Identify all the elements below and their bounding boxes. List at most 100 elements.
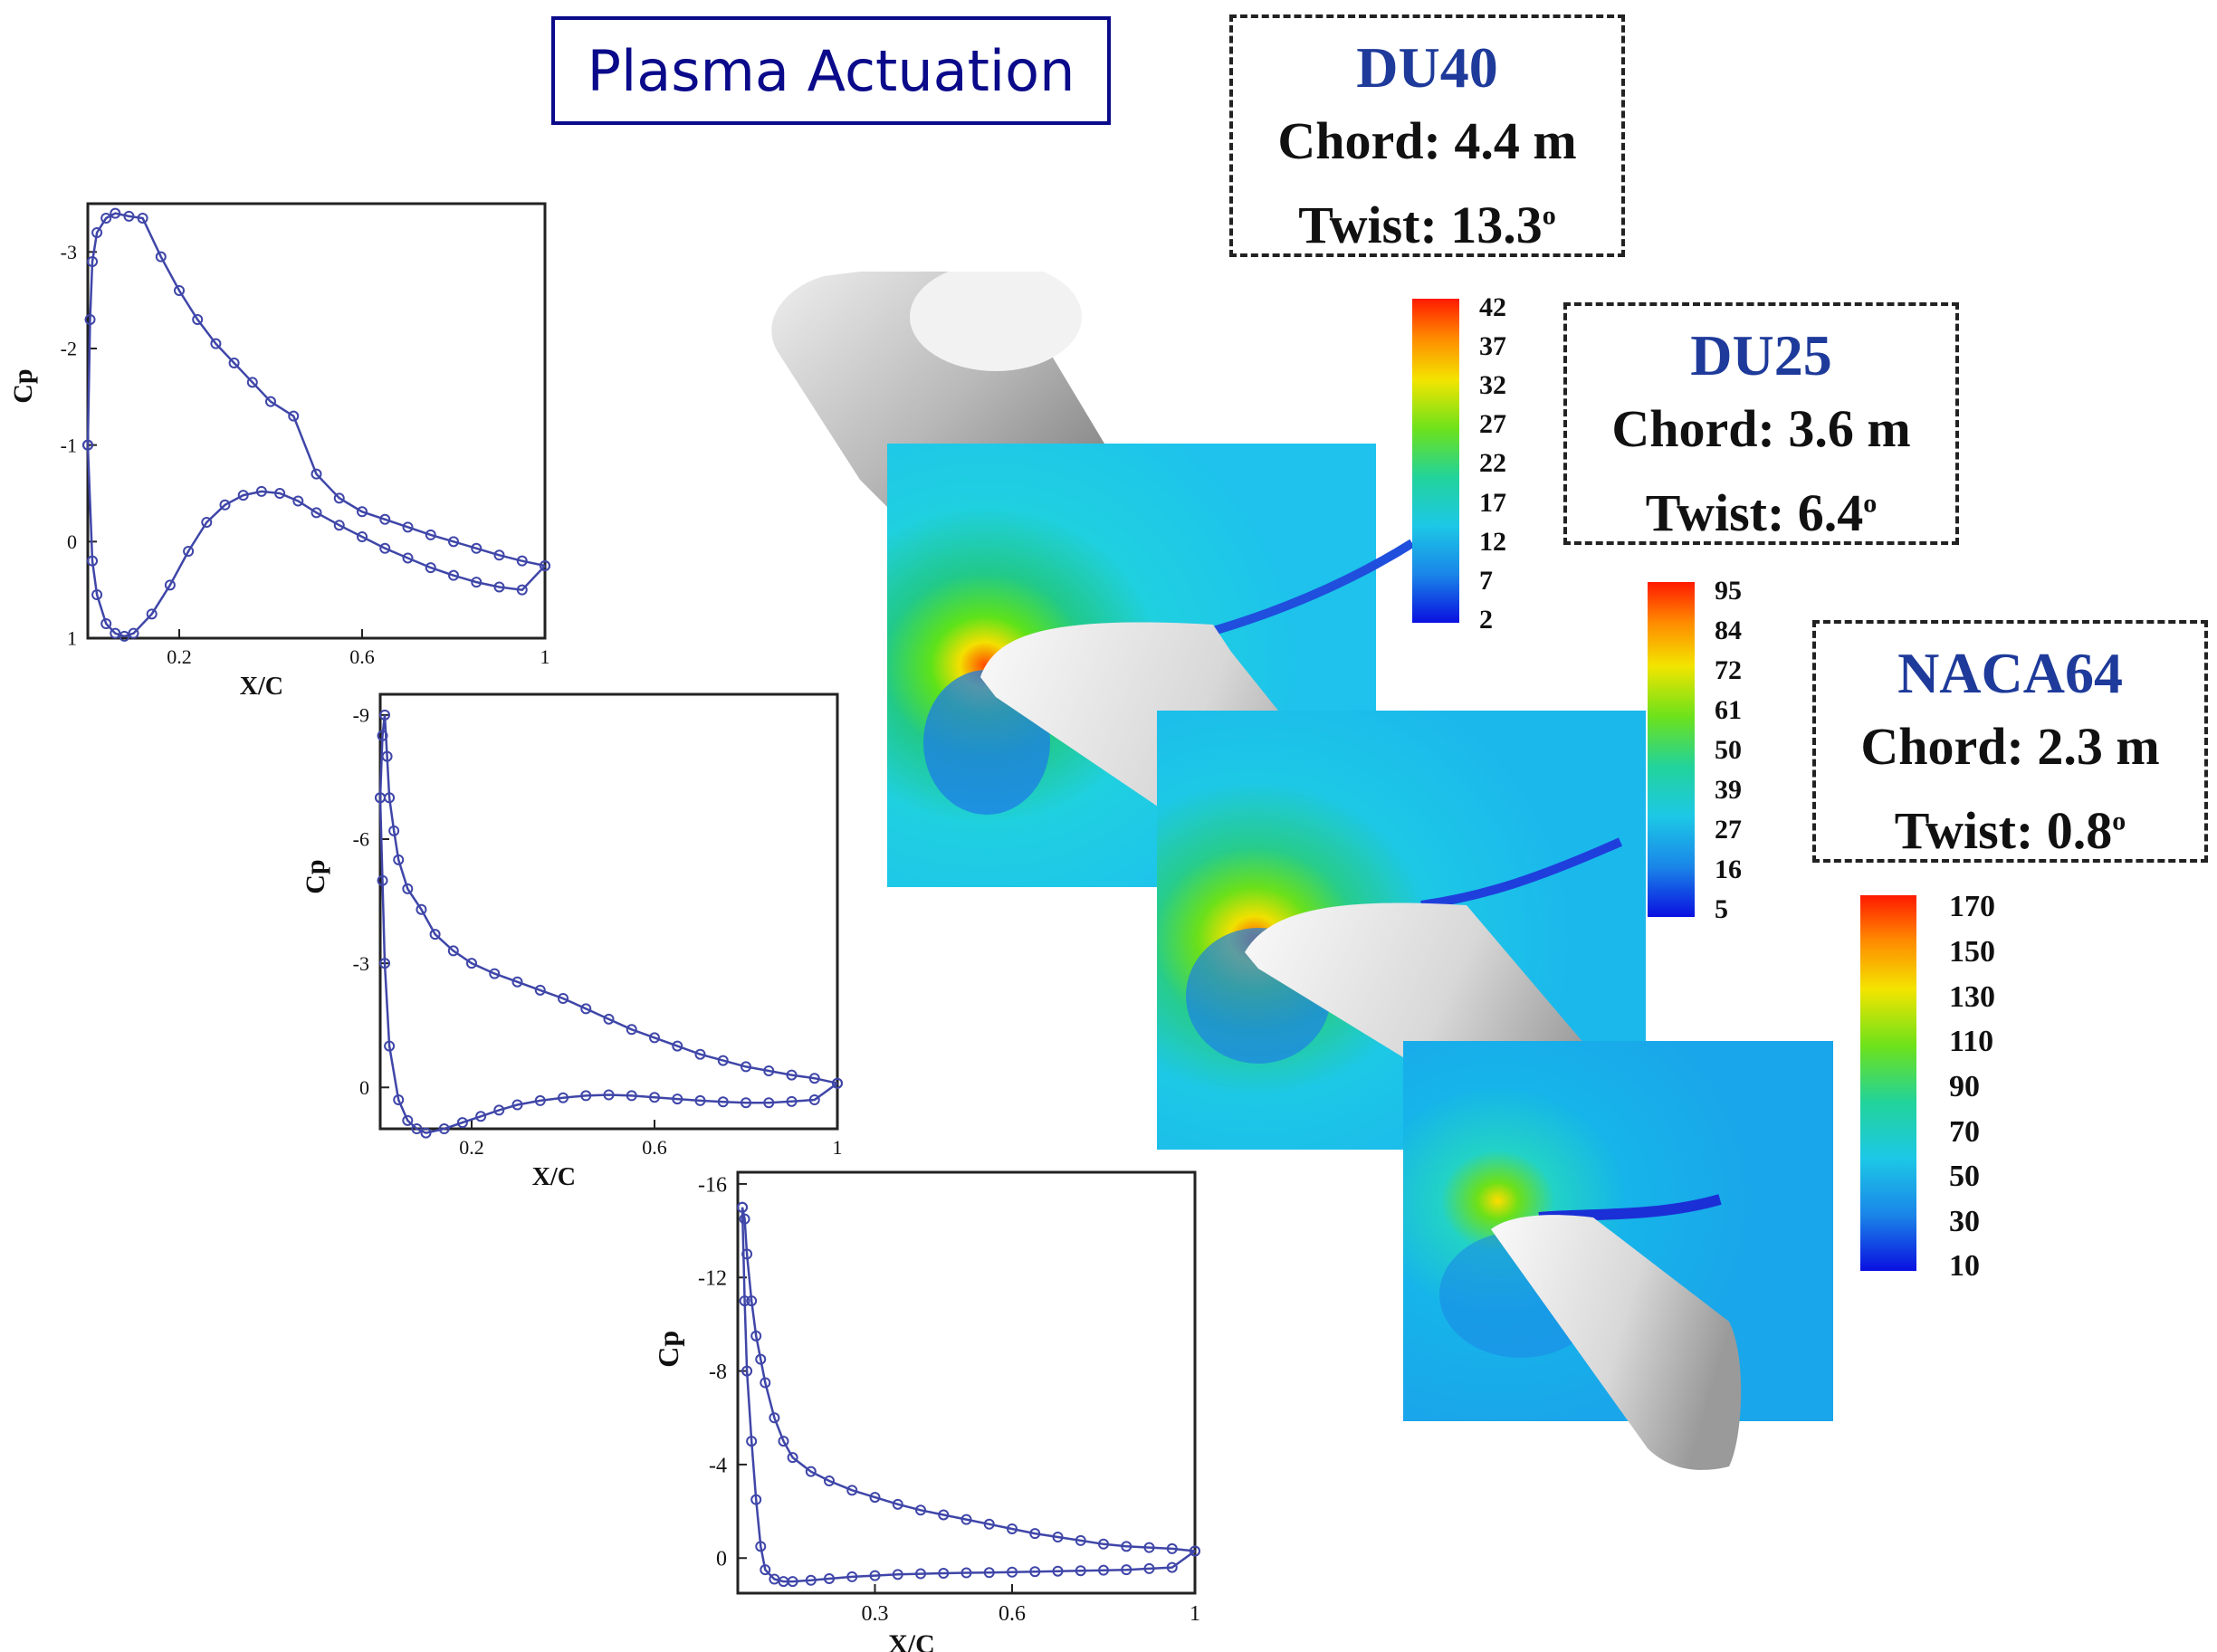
colorbar-strip [1648, 582, 1695, 917]
data-point [741, 1097, 751, 1109]
cp-plot-du25: 0.2 0.6 1 -9 -6 -3 0 X/C Cp [290, 674, 851, 1191]
title-text: Plasma Actuation [587, 37, 1075, 104]
y-tick-label: -6 [353, 828, 369, 851]
data-point [938, 1568, 950, 1580]
colorbar-tick: 39 [1715, 775, 1742, 805]
cp-curve [741, 1207, 1196, 1552]
data-point [82, 439, 93, 451]
y-tick-label: -3 [353, 952, 369, 975]
colorbar-tick: 16 [1715, 855, 1742, 884]
data-point [377, 874, 388, 886]
data-point [475, 1111, 487, 1122]
colorbar-tick: 27 [1715, 815, 1742, 845]
blade-scene [771, 272, 1833, 1470]
cp-curve [378, 714, 838, 1084]
data-point [311, 468, 322, 480]
plot-frame [86, 202, 547, 640]
data-point [164, 579, 176, 591]
data-point [393, 854, 405, 865]
colorbar-ticks: 42 37 32 27 22 17 12 7 2 [1479, 294, 1506, 635]
data-point [110, 207, 121, 219]
x-tick-label: 0.2 [167, 645, 192, 668]
data-point [402, 521, 414, 533]
colorbar-tick: 5 [1715, 894, 1728, 924]
data-point [516, 584, 528, 596]
data-point [760, 1564, 771, 1576]
section-box-naca64: NACA64 Chord: 2.3 m Twist: 0.8o [1812, 620, 2208, 863]
data-point [915, 1504, 926, 1516]
colorbar-ticks: 170 150 130 110 90 70 50 30 10 [1949, 891, 1995, 1283]
x-tick-label: 0.3 [862, 1602, 889, 1626]
data-point [448, 569, 459, 581]
data-point [456, 1117, 468, 1129]
data-point [805, 1574, 817, 1586]
colorbar-tick: 10 [1949, 1249, 1980, 1283]
colorbar-tick: 70 [1949, 1115, 1980, 1149]
data-point [737, 1201, 749, 1213]
data-point [292, 495, 304, 507]
data-point [869, 1492, 881, 1504]
data-point [493, 549, 505, 561]
cp-plot-svg: 0.2 0.6 1 -9 -6 -3 0 X/C Cp [301, 692, 843, 1191]
data-point [388, 825, 400, 836]
data-point [603, 1089, 615, 1101]
data-point [672, 1040, 683, 1052]
x-tick-label: 1 [540, 645, 550, 668]
section-chord: Chord: 2.3 m [1860, 717, 2160, 777]
data-point [210, 338, 222, 349]
data-point [183, 546, 195, 557]
data-point [1029, 1566, 1041, 1578]
colorbar-tick: 150 [1949, 935, 1995, 969]
colorbar-strip [1412, 299, 1459, 623]
data-point [237, 490, 249, 501]
data-point [91, 589, 103, 600]
plot-frame [736, 1170, 1197, 1595]
data-point [128, 627, 139, 639]
section-chord: Chord: 3.6 m [1611, 399, 1911, 459]
degree-mark: o [2112, 806, 2126, 836]
data-point [786, 1069, 798, 1081]
colorbar-du25: 95 84 72 61 50 39 27 16 5 [1648, 578, 1742, 924]
data-point [769, 1412, 780, 1424]
colorbar-tick: 30 [1949, 1205, 1980, 1238]
data-point [915, 1568, 926, 1580]
data-point [1143, 1562, 1155, 1574]
colorbar-tick: 84 [1715, 616, 1742, 645]
colorbar-tick: 95 [1715, 578, 1742, 606]
data-point [425, 562, 436, 574]
data-point [787, 1452, 798, 1464]
data-point [393, 1094, 405, 1105]
cp-plot-svg: 0.2 0.6 1 -3 -2 -1 0 1 X/C Cp [8, 202, 550, 701]
x-axis-label: X/C [888, 1629, 935, 1652]
data-point [1075, 1534, 1086, 1546]
data-point [869, 1570, 881, 1581]
data-point [534, 984, 546, 996]
cp-curve [86, 212, 546, 568]
y-tick-label: 0 [359, 1076, 369, 1099]
data-point [558, 993, 569, 1004]
data-point [466, 958, 477, 969]
data-point [416, 903, 427, 915]
data-point [694, 1094, 706, 1106]
data-point [288, 410, 300, 422]
y-tick-label: 1 [67, 627, 77, 650]
data-point [540, 560, 550, 571]
data-point [1166, 1561, 1178, 1573]
x-tick-label: 1 [1190, 1602, 1200, 1626]
section-name: DU25 [1690, 323, 1832, 387]
data-point [201, 517, 213, 528]
colorbar-ticks: 95 84 72 61 50 39 27 16 5 [1715, 578, 1742, 924]
data-point [110, 627, 121, 639]
colorbar-tick: 12 [1479, 527, 1506, 557]
cp-curve [378, 797, 838, 1134]
data-point [192, 314, 204, 325]
data-point [763, 1065, 775, 1076]
data-point [420, 1127, 432, 1139]
data-point [379, 709, 391, 721]
title-box: Plasma Actuation [551, 16, 1111, 125]
data-point [516, 555, 528, 567]
data-point [1007, 1523, 1018, 1534]
colorbar-tick: 130 [1949, 980, 1995, 1014]
data-point [333, 492, 345, 504]
x-axis-label: X/C [240, 673, 283, 701]
